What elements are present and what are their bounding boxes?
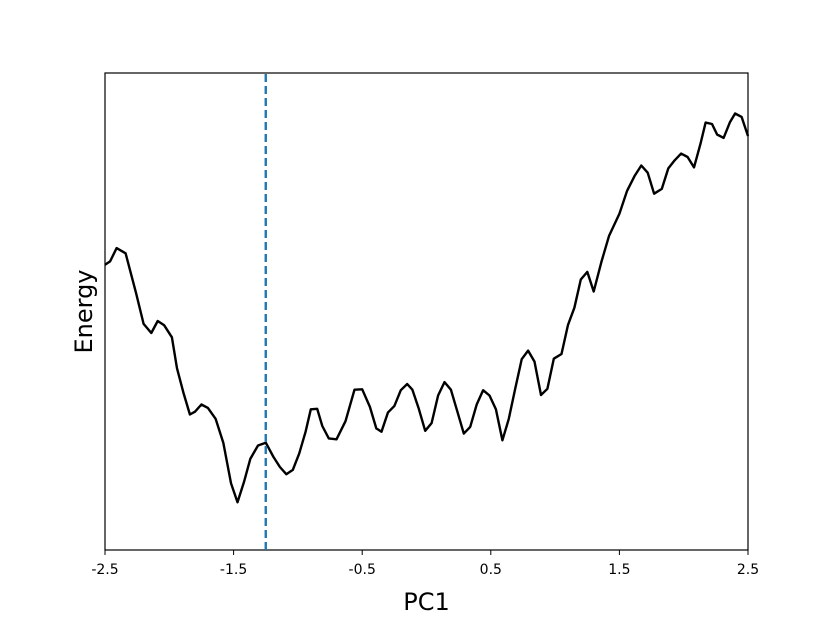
x-tick-label: -1.5 [220,562,247,578]
x-tick-label: 1.5 [608,562,630,578]
x-axis-ticks: -2.5 -1.5 -0.5 0.5 1.5 2.5 [91,550,759,578]
x-axis-label: PC1 [403,588,450,616]
plot-frame [104,72,749,551]
y-axis-label: Energy [70,269,98,353]
x-tick-label: 2.5 [737,562,759,578]
x-tick-label: 0.5 [480,562,502,578]
series-layer [104,73,750,550]
plot-area [104,72,750,551]
energy-curve [104,112,750,504]
x-tick-label: -0.5 [349,562,376,578]
x-tick-label: -2.5 [91,562,118,578]
